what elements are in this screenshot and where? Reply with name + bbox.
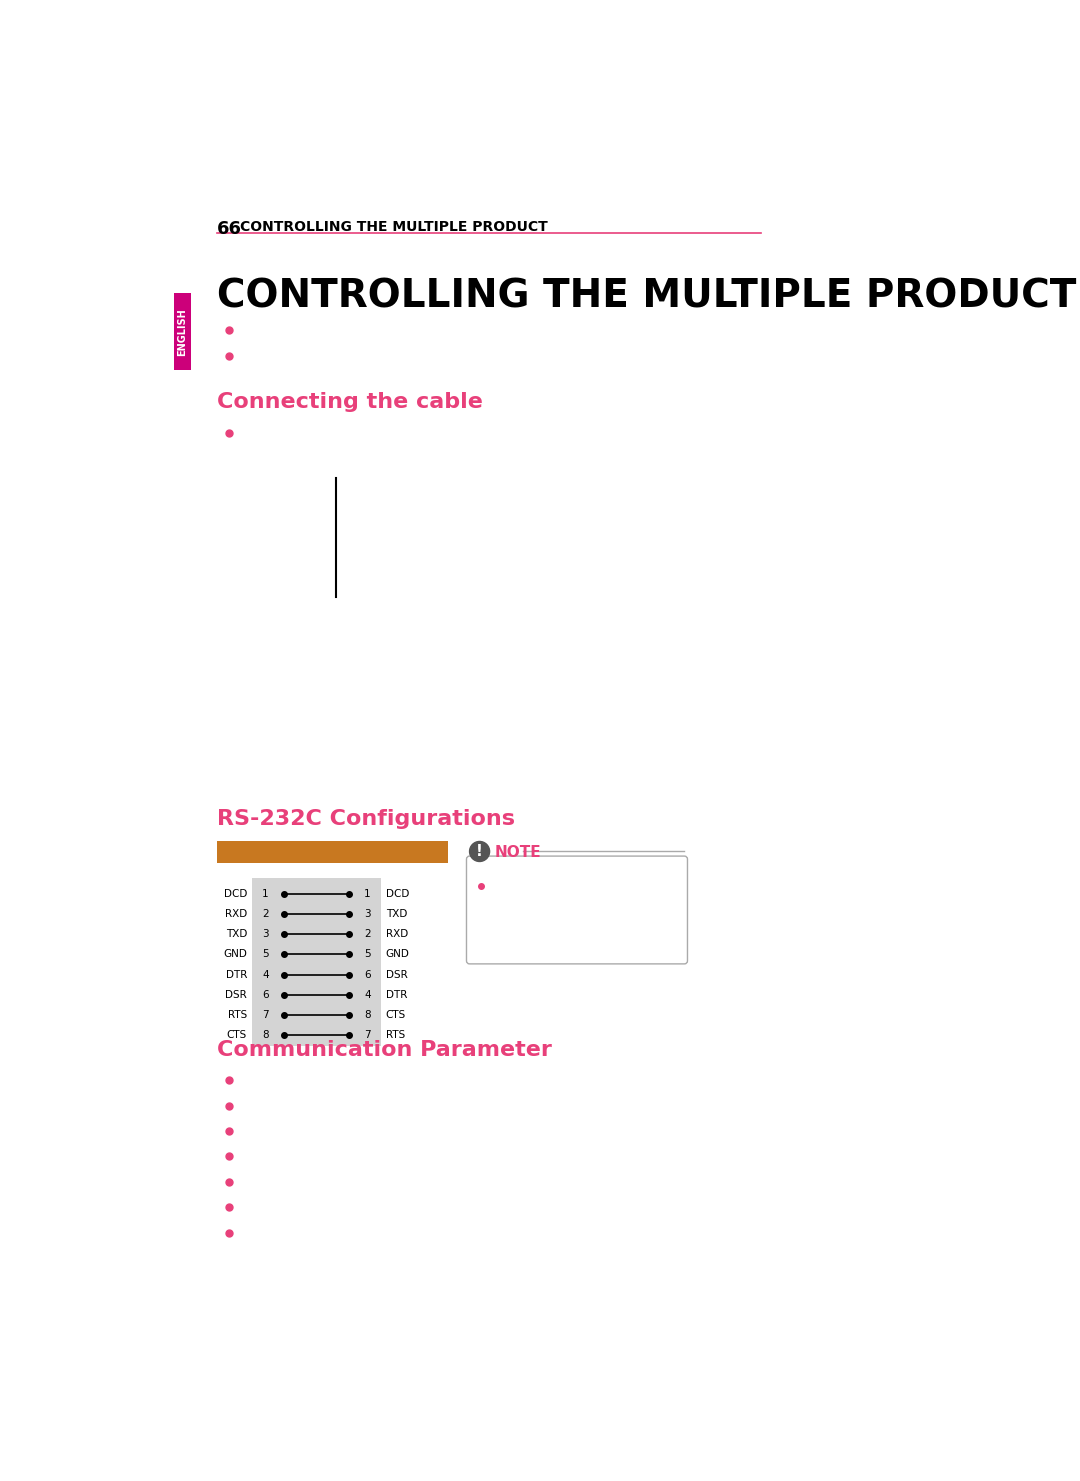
Text: 2: 2 (262, 909, 269, 920)
Text: Communication Parameter: Communication Parameter (217, 1040, 552, 1060)
Text: DTR: DTR (386, 989, 407, 1000)
Text: DSR: DSR (386, 970, 407, 980)
Text: CONTROLLING THE MULTIPLE PRODUCT: CONTROLLING THE MULTIPLE PRODUCT (240, 221, 548, 234)
Text: DCD: DCD (224, 889, 247, 899)
Text: 4: 4 (262, 970, 269, 980)
Text: 2: 2 (364, 929, 370, 939)
Bar (217, 841, 448, 863)
Text: RTS: RTS (228, 1010, 247, 1020)
Bar (252, 878, 381, 1046)
Text: RXD: RXD (225, 909, 247, 920)
Text: DTR: DTR (226, 970, 247, 980)
FancyBboxPatch shape (467, 856, 688, 964)
Text: CTS: CTS (227, 1031, 247, 1040)
Text: Connecting the cable: Connecting the cable (217, 392, 483, 412)
Text: CONTROLLING THE MULTIPLE PRODUCT: CONTROLLING THE MULTIPLE PRODUCT (217, 278, 1077, 315)
Text: TXD: TXD (226, 929, 247, 939)
Text: 4: 4 (364, 989, 370, 1000)
Text: 66: 66 (217, 221, 242, 238)
Text: 5: 5 (364, 949, 370, 960)
Text: 8: 8 (262, 1031, 269, 1040)
Text: 5: 5 (262, 949, 269, 960)
Text: 6: 6 (364, 970, 370, 980)
Text: 7: 7 (364, 1031, 370, 1040)
Text: 7: 7 (262, 1010, 269, 1020)
Text: CTS: CTS (386, 1010, 406, 1020)
Text: DSR: DSR (226, 989, 247, 1000)
Text: GND: GND (386, 949, 409, 960)
Text: !: ! (476, 844, 483, 859)
Text: 1: 1 (262, 889, 269, 899)
Text: DCD: DCD (386, 889, 409, 899)
Text: RS-232C Configurations: RS-232C Configurations (217, 809, 515, 829)
Text: TXD: TXD (386, 909, 407, 920)
Text: RXD: RXD (386, 929, 408, 939)
Bar (174, 293, 191, 370)
Circle shape (470, 841, 489, 862)
Text: RTS: RTS (386, 1031, 405, 1040)
Text: 3: 3 (262, 929, 269, 939)
Text: 8: 8 (364, 1010, 370, 1020)
Text: ENGLISH: ENGLISH (177, 308, 187, 355)
Text: 3: 3 (364, 909, 370, 920)
Text: GND: GND (224, 949, 247, 960)
Text: NOTE: NOTE (495, 846, 541, 860)
Text: 6: 6 (262, 989, 269, 1000)
Text: 1: 1 (364, 889, 370, 899)
